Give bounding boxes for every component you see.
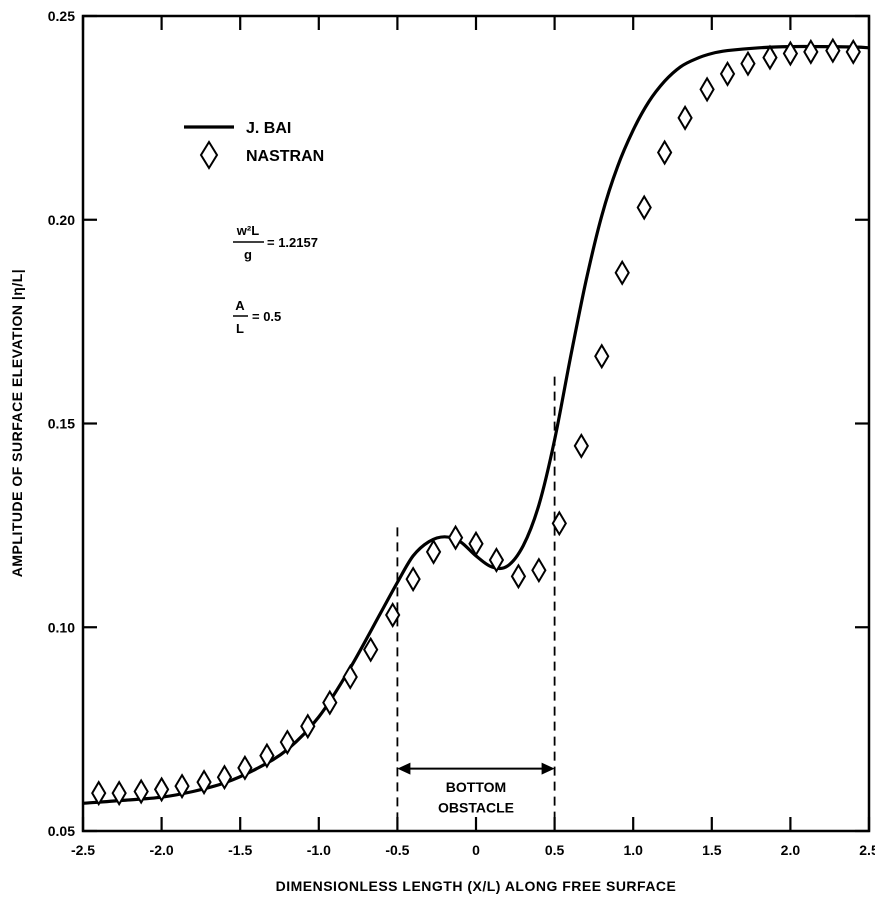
nastran-point [133,778,149,805]
nastran-point [699,76,715,103]
nastran-point [216,764,233,791]
param1-denominator: g [244,247,252,262]
y-tick-label: 0.20 [48,212,75,228]
nastran-point [91,780,107,807]
x-tick-label: -1.0 [307,842,331,858]
nastran-point [782,40,799,67]
obstacle-arrow-head-left [397,762,411,775]
series-line-j-bai [82,44,870,805]
nastran-point [300,713,316,740]
y-tick-label: 0.05 [48,823,75,839]
param2-value: = 0.5 [252,309,281,324]
y-axis-ticks: 0.05 0.10 0.15 0.20 0.25 [48,8,869,839]
x-tick-label: -2.0 [150,842,174,858]
param2-denominator: L [236,321,244,336]
obstacle-span-arrow [397,762,555,775]
x-tick-label: 1.5 [702,842,722,858]
x-tick-label: 1.0 [623,842,643,858]
nastran-point [237,754,253,781]
nastran-point [677,104,693,131]
nastran-point [385,602,401,628]
legend-label-j-bai: J. BAI [246,120,291,137]
nastran-point [531,557,547,584]
x-tick-label: 0 [472,842,480,858]
series-points-nastran [91,37,861,807]
plot-frame [81,14,871,833]
x-tick-label: -0.5 [385,842,409,858]
x-tick-label: -1.5 [228,842,252,858]
nastran-point [405,566,421,593]
x-axis-label: DIMENSIONLESS LENGTH (X/L) ALONG FREE SU… [276,878,677,894]
nastran-point [594,343,610,370]
nastran-point [656,139,673,166]
y-tick-label: 0.15 [48,416,75,432]
obstacle-label-line2: OBSTACLE [438,799,514,815]
x-tick-label: 0.5 [545,842,565,858]
nastran-point [174,773,190,800]
nastran-point [153,776,170,803]
nastran-point [762,44,778,71]
nastran-point [196,769,212,796]
nastran-point [510,563,527,590]
nastran-point [614,259,630,286]
nastran-point [803,38,819,65]
nastran-point [322,689,338,716]
legend-label-nastran: NASTRAN [246,148,324,165]
nastran-point [573,432,589,459]
y-tick-label: 0.10 [48,619,75,635]
obstacle-arrow-head-right [541,762,555,775]
nastran-point [636,194,652,221]
nastran-point [363,636,379,663]
nastran-point [342,663,358,690]
param2-numerator: A [235,298,245,313]
nastran-point [447,524,464,551]
x-tick-label: -2.5 [71,842,95,858]
nastran-point [468,530,484,557]
nastran-point [551,510,567,537]
obstacle-label-line1: BOTTOM [446,779,506,795]
nastran-point [845,38,861,65]
x-tick-label: 2.5 [859,842,875,858]
x-axis-ticks: -2.5 -2.0 -1.5 -1.0 -0.5 0 0.5 1.0 1.5 2.0 2.5 [71,16,875,858]
param1-value: = 1.2157 [267,235,318,250]
parameter-annotation-amplitude: A L = 0.5 [233,298,281,336]
nastran-point [259,742,275,769]
x-tick-label: 2.0 [781,842,801,858]
legend: J. BAI NASTRAN [184,120,324,170]
y-tick-label: 0.25 [48,8,75,24]
nastran-point [719,60,736,87]
parameter-annotation-frequency: w²L g = 1.2157 [233,223,318,262]
nastran-point [425,538,442,565]
nastran-point [111,780,127,807]
nastran-point [825,37,841,64]
nastran-point [488,547,505,573]
nastran-point [279,729,296,756]
param1-numerator: w²L [236,223,259,238]
legend-diamond-swatch [199,140,219,170]
y-axis-label: AMPLITUDE OF SURFACE ELEVATION |η/L| [9,269,25,577]
nastran-point [740,50,756,77]
